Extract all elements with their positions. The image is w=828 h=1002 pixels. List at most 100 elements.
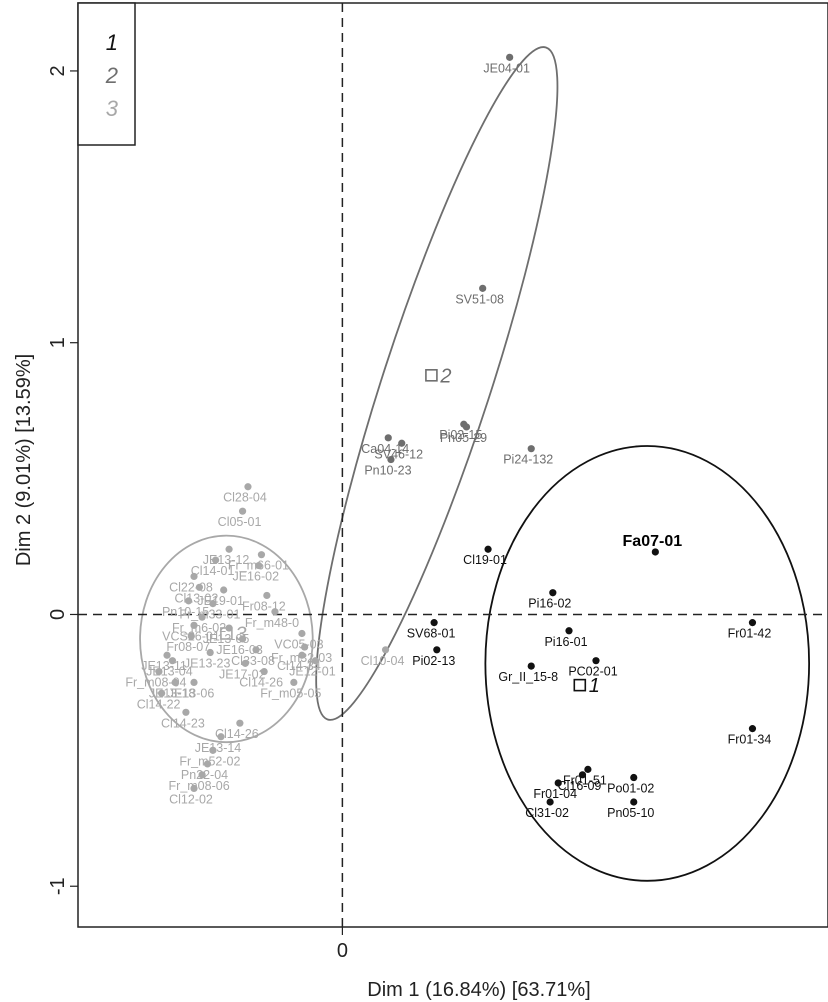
point-marker [238,635,247,643]
point-label: JE13-14 [195,741,242,755]
point-marker [584,765,592,773]
point-label: Cl16-09 [558,779,602,793]
legend-entry-2: 2 [105,63,118,88]
legend-box [77,2,136,146]
point-marker [195,583,204,591]
x-tick-label: 0 [337,940,348,962]
point-marker [311,657,320,665]
point-marker [298,651,306,659]
point-marker [630,798,638,806]
point-marker [290,678,298,687]
point-marker [263,591,271,600]
point-marker [158,689,166,697]
point-marker [257,551,266,559]
point-marker [549,589,557,597]
point-label: Pn10-23 [364,464,411,478]
point-marker [244,483,252,491]
point-label: Cl31-02 [525,806,569,820]
point-label: Fr_m08-06 [169,779,230,793]
point-marker [748,619,757,627]
point-marker [527,662,535,670]
point-marker [260,667,268,676]
point-marker [182,708,190,716]
point-label: Fr_m05-05 [260,686,321,700]
point-marker [554,779,562,787]
point-label: Cl33-08 [231,654,275,668]
point-label: Cl12-02 [169,792,213,806]
point-label: Pn05-10 [607,806,654,820]
point-marker [592,657,600,665]
point-marker [190,621,198,629]
x-axis-label: Dim 1 (16.84%) [63.71%] [367,979,590,1001]
point-marker [206,648,214,657]
point-label: JE17-02 [219,667,266,681]
point-label: Cl14-26 [215,727,259,741]
point-label: Cl14-23 [161,716,205,730]
point-marker [651,548,659,556]
data-points: Fa07-01 Cl19-01 Pi16-02 Fr01-42 SV68-01 Pi16-… [125,53,772,820]
point-label: VC05-03 [274,637,323,651]
legend: 1 2 3 [77,2,136,146]
plot-border [77,2,828,928]
point-marker [271,608,279,616]
legend-entry-3: 3 [106,96,119,121]
point-label: SV68-01 [407,627,456,641]
point-label: Cl14-34 [277,659,321,673]
point-marker [238,507,247,515]
point-label: Gr_II_15-8 [498,670,558,684]
y-tick-label: 2 [47,65,69,76]
confidence-ellipse-1 [484,445,811,882]
point-label: Fr01-42 [728,627,772,641]
centroid-label-1: 1 [589,675,600,697]
point-marker [398,439,406,447]
point-label: Cl14-01 [191,564,235,578]
point-marker [185,597,193,605]
point-label: Cl14-26 [239,676,283,690]
point-marker [578,771,587,779]
point-marker [433,646,441,654]
point-marker [220,586,228,594]
centroid-label-3: 3 [235,623,246,645]
point-marker [527,445,535,453]
legend-entry-1: 1 [106,30,118,55]
point-label: Pn05-29 [440,431,487,445]
point-marker [155,667,163,676]
point-marker [430,619,438,627]
point-label: Fr01-51 [563,773,607,787]
centroid-marker-2 [425,369,438,382]
point-label: Cl10-04 [361,654,405,668]
point-label: JE04-01 [483,61,530,75]
point-marker [236,719,244,727]
point-marker [209,746,217,754]
point-label: JE16-02 [232,570,279,584]
point-marker [168,657,177,665]
point-label: Pn10-15 [162,605,209,619]
point-marker [163,651,171,659]
point-marker [462,423,471,431]
point-label: Pi02-15 [439,428,482,442]
axes: 0 -1 0 1 2 [47,65,348,962]
point-marker [255,561,263,570]
point-marker [298,629,306,638]
point-label: Pi24-132 [503,453,553,467]
point-label: Cl14-22 [137,697,181,711]
point-label: Fr_m33-01 [179,608,240,622]
point-marker [171,678,179,687]
point-label: Fa07-01 [623,533,683,550]
point-marker [190,784,198,793]
point-marker [748,725,757,733]
point-marker [546,798,554,806]
point-label: JE13-06 [168,686,215,700]
point-label: PC02-01 [568,665,617,679]
point-marker [479,284,487,292]
plot-frame [77,2,828,928]
point-label: Cl19-01 [463,553,507,567]
point-marker [387,455,395,464]
point-label: JE13-23 [184,657,231,671]
point-marker [252,646,260,654]
point-label: Fr08-07 [166,640,210,654]
point-marker [301,643,309,651]
point-label: JE12-01 [289,665,336,679]
point-marker [203,760,212,768]
